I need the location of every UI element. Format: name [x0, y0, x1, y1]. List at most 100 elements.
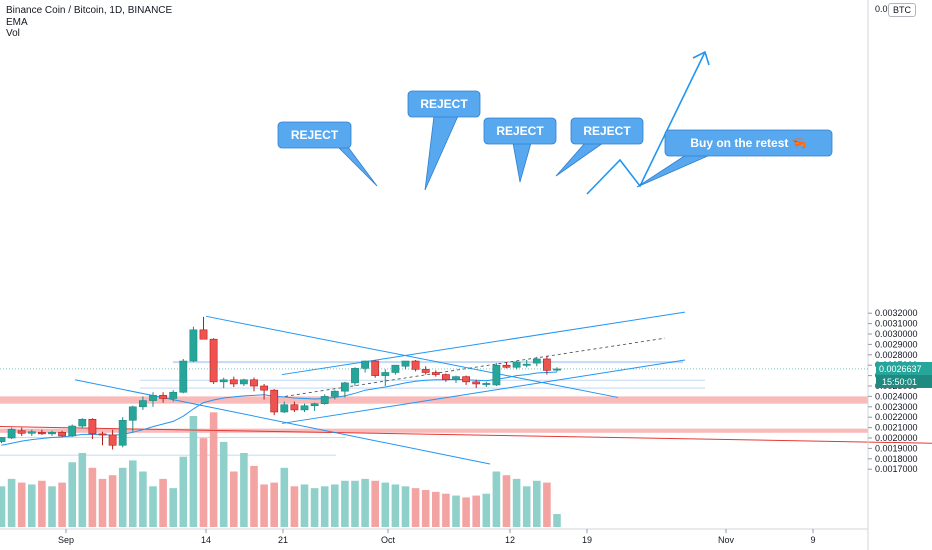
callout-box	[277, 121, 352, 149]
symbol-title: Binance Coin / Bitcoin, 1D, BINANCE	[6, 5, 173, 16]
price-tick-label: 0.0022000	[875, 412, 918, 422]
candle-body	[532, 358, 541, 364]
time-tick-label: Sep	[58, 535, 74, 545]
candle-42	[421, 366, 430, 375]
candle-26	[260, 383, 268, 400]
trendlines	[0, 50, 932, 465]
candle-43	[431, 370, 440, 377]
candle-body	[229, 379, 238, 385]
countdown-box	[876, 374, 932, 388]
candle-body	[512, 361, 521, 368]
callout-4: Buy on the retest 🦐	[636, 129, 833, 188]
candle-body	[48, 431, 56, 435]
time-axis[interactable]: Sep 14 21 Oct 12 19 Nov 9	[0, 528, 868, 545]
candle-body	[7, 428, 16, 439]
callout-box	[407, 90, 481, 118]
candle-body	[240, 379, 248, 385]
price-axis[interactable]: 0.00320000.00310000.00300000.00290000.00…	[867, 0, 918, 550]
volume-bar-50	[502, 475, 511, 527]
volume-bar-40	[401, 486, 410, 527]
volume-bar-18	[179, 456, 188, 527]
callout-1: REJECT	[407, 90, 481, 191]
volume-bar-6	[58, 482, 66, 527]
candle-body	[381, 372, 390, 376]
volume-bar-34	[341, 480, 349, 527]
price-tick-label: 0.0031000	[875, 319, 918, 329]
candle-47	[472, 379, 481, 389]
volume-bar-3	[28, 484, 36, 527]
projection-arrow-head	[692, 50, 710, 66]
candle-body	[542, 358, 551, 371]
candle-body	[482, 383, 491, 385]
candle-10	[98, 431, 107, 446]
candle-body	[179, 360, 188, 393]
candle-3	[27, 429, 36, 436]
volume-bar-39	[391, 484, 400, 527]
candle-body	[401, 360, 410, 367]
projection-path	[586, 51, 706, 195]
candle-11	[108, 429, 117, 450]
candle-body	[522, 363, 531, 366]
volume-indicator-label[interactable]: Vol	[6, 28, 20, 39]
volume-bar-9	[88, 467, 97, 527]
price-tick-label: 0.0032000	[875, 308, 918, 318]
candle-22	[219, 377, 228, 389]
volume-bar-8	[78, 453, 87, 527]
candle-25	[250, 377, 258, 392]
candle-40	[401, 360, 410, 370]
candle-body	[149, 395, 157, 401]
candle-4	[37, 429, 46, 435]
currency-badge[interactable]: BTC	[888, 3, 916, 17]
price-tick-label: 0.0020000	[875, 433, 918, 443]
volume-bar-2	[17, 482, 26, 527]
trendline-4	[281, 311, 686, 376]
candle-15	[149, 392, 157, 407]
time-tick-label: 12	[505, 535, 515, 545]
candle-7	[68, 424, 77, 437]
candle-body	[88, 418, 97, 435]
volume-bar-44	[442, 493, 450, 527]
candle-body	[0, 437, 6, 442]
zone-0	[0, 396, 868, 404]
volume-bar-32	[320, 486, 329, 527]
volume-bar-35	[351, 480, 359, 527]
candle-body	[199, 329, 208, 340]
candle-32	[320, 394, 329, 405]
candle-body	[411, 360, 420, 370]
volume-bar-19	[189, 416, 198, 527]
candle-14	[139, 396, 147, 410]
candle-body	[421, 369, 430, 373]
price-tag-value: 0.0026637	[879, 364, 922, 374]
volume-bar-10	[98, 478, 107, 527]
candle-50	[502, 362, 511, 369]
time-tick-label: Nov	[718, 535, 735, 545]
zone-5	[0, 436, 346, 438]
candle-body	[391, 364, 400, 373]
candle-body	[68, 425, 77, 437]
candlesticks	[0, 316, 561, 450]
candle-body	[58, 431, 66, 437]
annotations: REJECT REJECT REJECT REJECT Buy on the retes…	[277, 90, 833, 191]
volume-bar-30	[300, 484, 309, 527]
volume-bar-29	[290, 486, 299, 527]
trendline-2	[74, 379, 491, 465]
candle-body	[462, 376, 470, 383]
candle-23	[229, 376, 238, 388]
time-tick-label: Oct	[381, 535, 396, 545]
countdown-value: 15:50:01	[882, 377, 917, 387]
time-tick-label: 21	[278, 535, 288, 545]
volume-bar-24	[240, 453, 248, 527]
callout-box	[664, 129, 833, 157]
candle-body	[320, 396, 329, 404]
volume-bar-5	[48, 486, 56, 527]
volume-bar-20	[199, 438, 208, 527]
candle-35	[351, 367, 359, 386]
callout-box	[570, 117, 644, 145]
callout-pointer	[555, 142, 605, 177]
volume-bar-12	[118, 467, 127, 527]
candle-body	[260, 385, 268, 391]
candle-5	[48, 430, 56, 436]
callout-box	[483, 117, 557, 145]
ema-indicator-label[interactable]: EMA	[6, 16, 28, 28]
